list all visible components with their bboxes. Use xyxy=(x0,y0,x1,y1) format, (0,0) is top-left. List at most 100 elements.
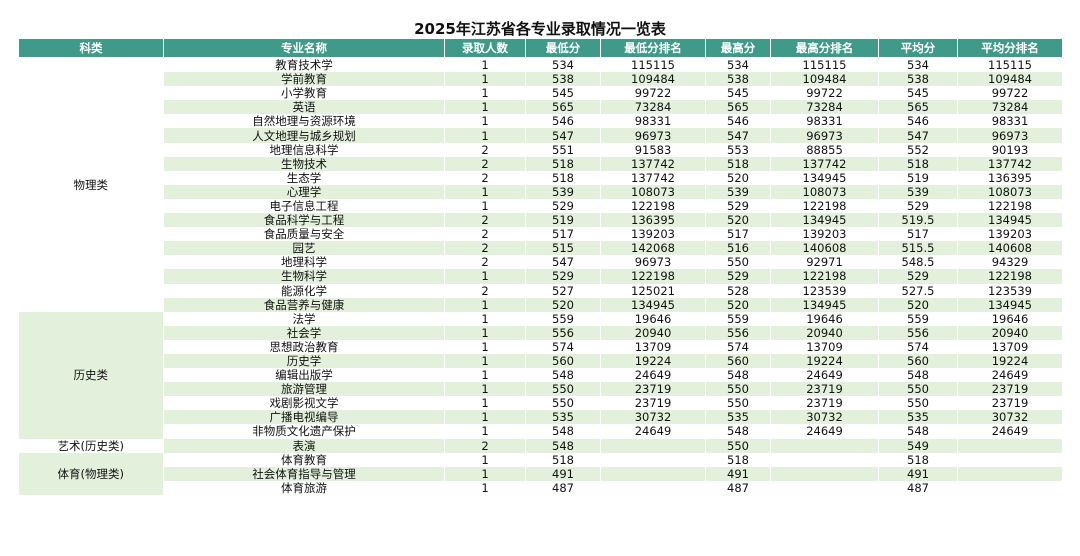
empty-cell xyxy=(957,452,1063,467)
value-cell: 98331 xyxy=(600,114,706,129)
value-cell: 574 xyxy=(878,339,958,354)
value-cell: 550 xyxy=(705,438,771,453)
table-row: 广播电视编导 1 535 30732 535 30732 535 30732 xyxy=(19,410,1063,425)
major-cell: 编辑出版学 xyxy=(163,368,445,383)
value-cell: 19646 xyxy=(770,311,879,326)
value-cell: 517 xyxy=(525,227,601,242)
value-cell: 24649 xyxy=(600,368,706,383)
major-cell: 小学教育 xyxy=(163,86,445,101)
table-row: 小学教育 1 545 99722 545 99722 545 99722 xyxy=(19,86,1063,101)
table-row: 食品科学与工程 2 519 136395 520 134945 519.5 134945 xyxy=(19,213,1063,228)
value-cell: 123539 xyxy=(770,283,879,298)
value-cell: 134945 xyxy=(957,213,1063,228)
value-cell: 534 xyxy=(525,57,601,73)
value-cell: 550 xyxy=(705,396,771,411)
table-row: 非物质文化遗产保护 1 548 24649 548 24649 548 24649 xyxy=(19,424,1063,439)
value-cell: 98331 xyxy=(957,114,1063,129)
value-cell: 134945 xyxy=(770,170,879,185)
header-row: 科类 专业名称 录取人数 最低分 最低分排名 最高分 最高分排名 平均分 平均分排名 xyxy=(18,38,1063,58)
value-cell: 2 xyxy=(444,438,526,453)
value-cell: 2 xyxy=(444,142,526,157)
value-cell: 1 xyxy=(444,368,526,383)
value-cell: 137742 xyxy=(957,156,1063,171)
table-row: 电子信息工程 1 529 122198 529 122198 529 122198 xyxy=(19,198,1063,214)
value-cell: 520 xyxy=(705,170,771,185)
value-cell: 2 xyxy=(444,213,526,228)
value-cell: 1 xyxy=(444,72,526,87)
value-cell: 491 xyxy=(705,466,771,481)
value-cell: 115115 xyxy=(957,57,1063,73)
header-cell: 录取人数 xyxy=(444,38,526,58)
value-cell: 529 xyxy=(705,198,771,214)
value-cell: 549 xyxy=(878,438,958,453)
value-cell: 1 xyxy=(444,57,526,73)
major-cell: 戏剧影视文学 xyxy=(163,396,445,411)
value-cell: 24649 xyxy=(770,424,879,439)
value-cell: 550 xyxy=(525,396,601,411)
value-cell: 20940 xyxy=(770,325,879,340)
major-cell: 社会学 xyxy=(163,325,445,340)
value-cell: 19646 xyxy=(957,311,1063,326)
major-cell: 思想政治教育 xyxy=(163,339,445,354)
table-row: 社会学 1 556 20940 556 20940 556 20940 xyxy=(19,325,1063,340)
value-cell: 19224 xyxy=(600,353,706,369)
value-cell: 546 xyxy=(525,114,601,129)
value-cell: 538 xyxy=(878,72,958,87)
value-cell: 1 xyxy=(444,424,526,439)
major-cell: 教育技术学 xyxy=(163,57,445,73)
value-cell: 550 xyxy=(525,382,601,397)
major-cell: 电子信息工程 xyxy=(163,198,445,214)
value-cell: 548 xyxy=(705,368,771,383)
value-cell: 1 xyxy=(444,128,526,143)
major-cell: 心理学 xyxy=(163,184,445,199)
value-cell: 20940 xyxy=(957,325,1063,340)
value-cell: 545 xyxy=(705,86,771,101)
major-cell: 生物科学 xyxy=(163,269,445,284)
major-cell: 能源化学 xyxy=(163,283,445,298)
major-cell: 生物技术 xyxy=(163,156,445,171)
admission-table: 科类 专业名称 录取人数 最低分 最低分排名 最高分 最高分排名 平均分 平均分排名 物理类 教育… xyxy=(18,38,1063,495)
value-cell: 491 xyxy=(525,466,601,481)
value-cell: 23719 xyxy=(957,382,1063,397)
value-cell: 574 xyxy=(525,339,601,354)
major-cell: 社会体育指导与管理 xyxy=(163,466,445,481)
value-cell: 96973 xyxy=(600,128,706,143)
value-cell: 108073 xyxy=(957,184,1063,199)
value-cell: 550 xyxy=(878,396,958,411)
value-cell: 559 xyxy=(705,311,771,326)
value-cell: 529 xyxy=(525,269,601,284)
value-cell: 115115 xyxy=(600,57,706,73)
value-cell: 535 xyxy=(525,410,601,425)
major-cell: 地理信息科学 xyxy=(163,142,445,157)
value-cell: 2 xyxy=(444,283,526,298)
major-cell: 人文地理与城乡规划 xyxy=(163,128,445,143)
value-cell: 23719 xyxy=(770,382,879,397)
table-row: 园艺 2 515 142068 516 140608 515.5 140608 xyxy=(19,241,1063,256)
value-cell: 535 xyxy=(705,410,771,425)
value-cell: 559 xyxy=(878,311,958,326)
major-cell: 地理科学 xyxy=(163,255,445,270)
value-cell: 539 xyxy=(705,184,771,199)
value-cell: 30732 xyxy=(957,410,1063,425)
value-cell: 137742 xyxy=(770,156,879,171)
value-cell: 23719 xyxy=(957,396,1063,411)
value-cell: 487 xyxy=(705,480,771,495)
value-cell: 518 xyxy=(525,452,601,467)
value-cell: 1 xyxy=(444,339,526,354)
value-cell: 560 xyxy=(525,353,601,369)
table-row: 历史学 1 560 19224 560 19224 560 19224 xyxy=(19,353,1063,369)
table-row: 能源化学 2 527 125021 528 123539 527.5 123539 xyxy=(19,283,1063,298)
table-row: 生物科学 1 529 122198 529 122198 529 122198 xyxy=(19,269,1063,284)
value-cell: 13709 xyxy=(957,339,1063,354)
value-cell: 134945 xyxy=(957,297,1063,312)
empty-cell xyxy=(770,438,879,453)
table-body: 物理类 教育技术学 1 534 115115 534 115115 534 115115 学前教育… xyxy=(18,57,1063,495)
value-cell: 548 xyxy=(525,368,601,383)
value-cell: 30732 xyxy=(770,410,879,425)
major-cell: 园艺 xyxy=(163,241,445,256)
major-cell: 食品质量与安全 xyxy=(163,227,445,242)
header-cell: 最高分 xyxy=(705,38,771,58)
empty-cell xyxy=(770,466,879,481)
table-row: 社会体育指导与管理 1 491 491 491 xyxy=(19,466,1063,481)
value-cell: 560 xyxy=(878,353,958,369)
